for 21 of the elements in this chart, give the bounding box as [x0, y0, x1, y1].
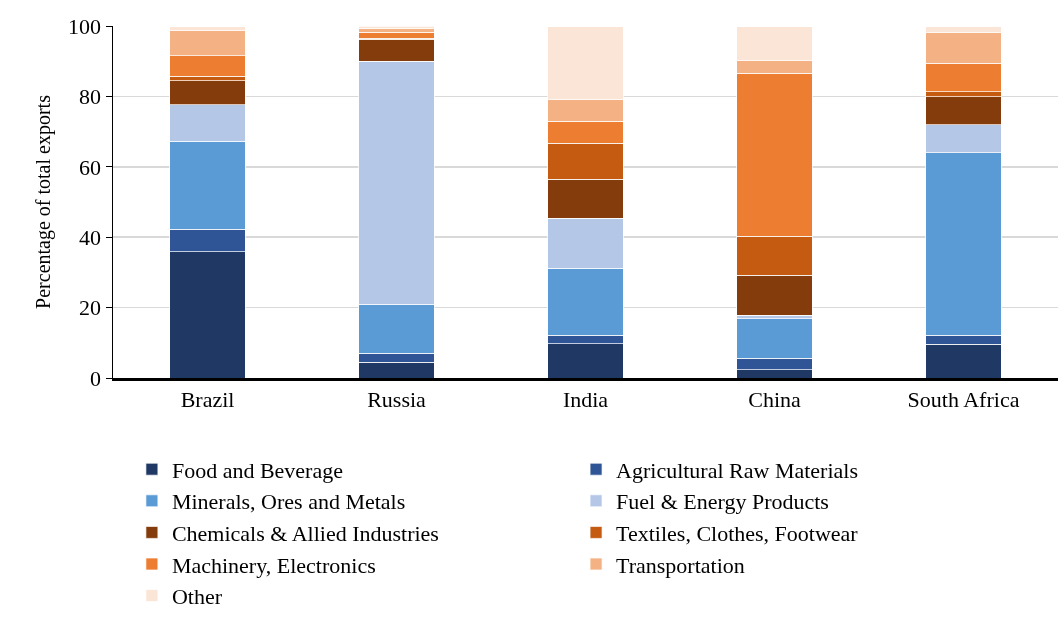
- y-axis-title: Percentage of total exports: [31, 94, 55, 309]
- y-tick-label: 20: [79, 295, 102, 321]
- legend-label: Fuel & Energy Products: [616, 489, 829, 515]
- y-tick-label: 80: [79, 84, 102, 110]
- x-tick-label: China: [748, 386, 801, 412]
- x-tick-label: South Africa: [907, 386, 1020, 412]
- legend-label: Other: [171, 584, 223, 610]
- legend-label: Agricultural Raw Materials: [616, 457, 858, 483]
- y-tick-label: 40: [79, 224, 102, 250]
- y-tick-label: 60: [79, 154, 102, 180]
- legend-label: Textiles, Clothes, Footwear: [616, 520, 859, 546]
- y-tick-label: 0: [90, 365, 102, 391]
- legend-label: Food and Beverage: [171, 457, 343, 483]
- x-tick-label: Brazil: [180, 386, 235, 412]
- x-tick-label: Russia: [367, 386, 427, 412]
- legend-label: Transportation: [616, 552, 745, 578]
- legend-label: Minerals, Ores and Metals: [171, 489, 406, 515]
- y-tick-label: 100: [68, 13, 102, 39]
- legend-label: Machinery, Electronics: [171, 552, 376, 578]
- x-tick-label: India: [562, 386, 609, 412]
- legend-label: Chemicals & Allied Industries: [171, 520, 439, 546]
